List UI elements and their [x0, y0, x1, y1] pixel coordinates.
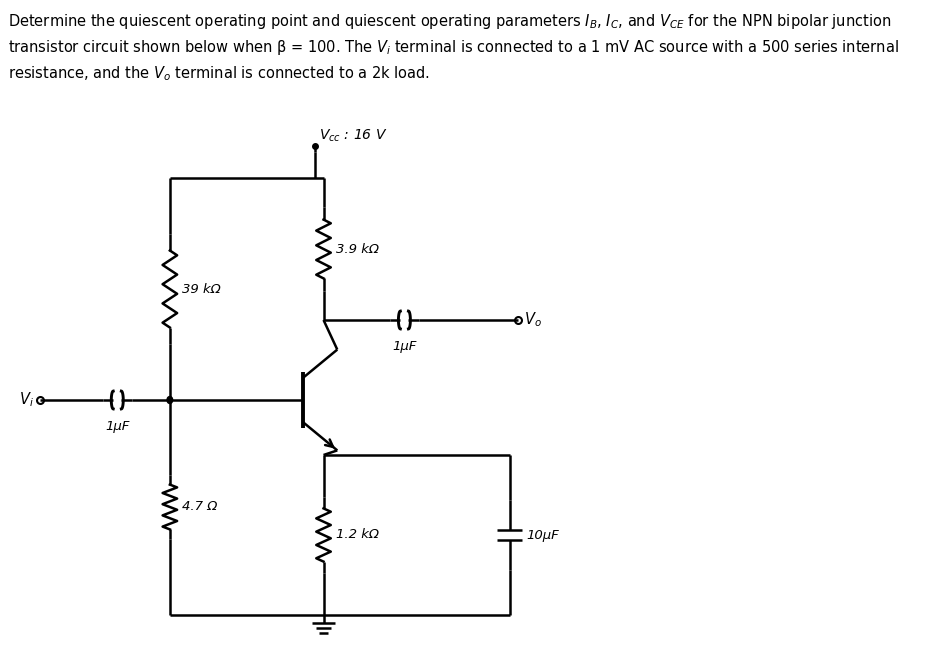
Text: 1.2 kΩ: 1.2 kΩ [336, 528, 379, 542]
Text: $V_o$: $V_o$ [525, 311, 542, 330]
Text: 4.7 Ω: 4.7 Ω [182, 501, 218, 514]
Text: $V_i$: $V_i$ [20, 391, 34, 409]
Text: 3.9 kΩ: 3.9 kΩ [336, 243, 379, 255]
Circle shape [167, 396, 173, 404]
Text: resistance, and the $V_o$ terminal is connected to a 2k load.: resistance, and the $V_o$ terminal is co… [8, 64, 431, 83]
Text: $V_{cc}$ : 16 V: $V_{cc}$ : 16 V [320, 127, 388, 144]
Text: 1μF: 1μF [105, 420, 129, 433]
Text: 10μF: 10μF [526, 528, 559, 542]
Text: Determine the quiescent operating point and quiescent operating parameters $I_B$: Determine the quiescent operating point … [8, 12, 892, 31]
Text: 39 kΩ: 39 kΩ [182, 282, 220, 296]
Text: transistor circuit shown below when β = 100. The $V_i$ terminal is connected to : transistor circuit shown below when β = … [8, 38, 899, 57]
Text: 1μF: 1μF [392, 340, 417, 353]
